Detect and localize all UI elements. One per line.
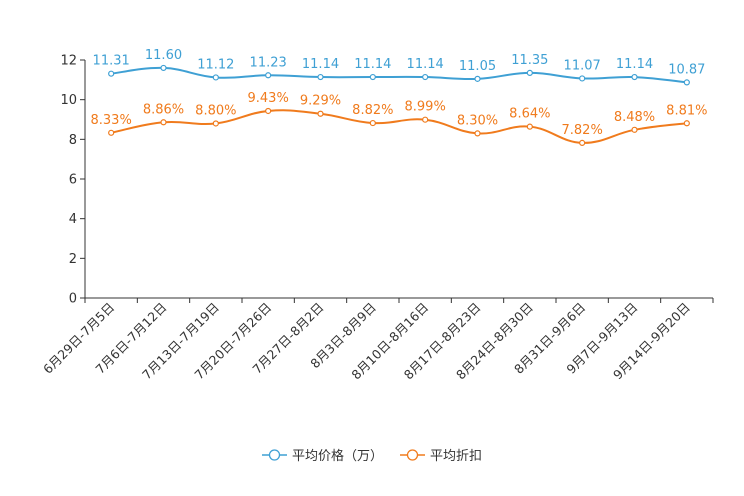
data-point[interactable] — [579, 139, 586, 147]
series-line — [111, 66, 687, 84]
data-point[interactable] — [160, 119, 167, 126]
data-point[interactable] — [526, 69, 533, 76]
data-label: 10.87 — [668, 62, 705, 77]
y-tick-label: 12 — [60, 54, 77, 69]
data-label: 11.05 — [459, 59, 496, 74]
data-label: 9.29% — [300, 94, 341, 109]
y-tick-label: 4 — [69, 212, 77, 227]
y-axis: 0 2 4 6 8 10 12 — [60, 54, 86, 307]
data-label: 11.14 — [407, 57, 444, 72]
data-label: 11.31 — [93, 54, 130, 69]
data-point[interactable] — [108, 70, 115, 77]
data-point[interactable] — [317, 110, 324, 117]
data-label: 8.80% — [195, 103, 236, 118]
y-tick-label: 8 — [69, 133, 77, 148]
data-point[interactable] — [683, 79, 690, 86]
series-line — [110, 109, 687, 144]
data-point[interactable] — [108, 129, 115, 136]
data-label: 11.23 — [250, 55, 287, 70]
data-label: 8.86% — [143, 102, 184, 117]
data-label: 8.99% — [405, 100, 446, 115]
data-point[interactable] — [265, 107, 272, 115]
data-point[interactable] — [631, 126, 638, 133]
data-label: 9.43% — [248, 91, 289, 106]
data-point[interactable] — [265, 72, 272, 79]
data-label: 8.48% — [614, 110, 655, 125]
data-label: 11.14 — [354, 57, 391, 72]
data-point[interactable] — [579, 75, 586, 82]
data-point[interactable] — [474, 75, 481, 82]
series-1: 11.31 11.60 11.12 11.23 11.14 11.14 11.14 11.05… — [93, 48, 705, 86]
legend-marker-icon — [268, 449, 281, 461]
series-2: 8.33% 8.86% 8.80% 9.43% 9.29% 8.82% 8.99% 8.30%… — [91, 91, 707, 147]
data-label: 11.35 — [511, 53, 548, 68]
data-point[interactable] — [317, 73, 324, 81]
legend-label: 平均价格（万） — [292, 448, 383, 464]
legend-item-2[interactable]: 平均折扣 — [400, 449, 482, 464]
legend-item-1[interactable]: 平均价格（万） — [262, 448, 383, 464]
data-label: 11.07 — [564, 58, 601, 73]
series-layer: 11.31 11.60 11.12 11.23 11.14 11.14 11.14 11.05… — [91, 48, 707, 147]
data-label: 11.14 — [616, 57, 653, 72]
legend[interactable]: 平均价格（万） 平均折扣 — [262, 448, 482, 464]
data-point[interactable] — [369, 73, 376, 81]
data-point[interactable] — [212, 74, 219, 81]
data-label: 11.12 — [197, 57, 234, 72]
data-label: 8.33% — [91, 113, 132, 128]
data-point[interactable] — [160, 64, 167, 72]
data-label: 11.60 — [145, 48, 182, 63]
y-tick-label: 2 — [69, 252, 77, 267]
data-point[interactable] — [422, 116, 429, 123]
y-tick-label: 10 — [60, 93, 77, 108]
data-label: 8.30% — [457, 113, 498, 128]
data-point[interactable] — [369, 119, 376, 127]
legend-marker-icon — [406, 449, 419, 461]
data-point[interactable] — [526, 123, 533, 130]
data-label: 7.82% — [562, 123, 603, 138]
data-label: 8.64% — [509, 107, 550, 122]
data-label: 8.82% — [352, 103, 393, 118]
legend-label: 平均折扣 — [430, 449, 482, 464]
data-point[interactable] — [422, 73, 429, 81]
x-axis: 6月29日-7月5日7月6日-7月12日7月13日-7月19日7月20日-7月2… — [40, 297, 714, 382]
data-point[interactable] — [683, 120, 690, 127]
data-point[interactable] — [631, 73, 638, 81]
data-point[interactable] — [212, 120, 219, 127]
y-tick-label: 6 — [69, 173, 77, 188]
data-label: 11.14 — [302, 57, 339, 72]
y-tick-label: 0 — [69, 292, 77, 307]
data-point[interactable] — [474, 130, 481, 137]
data-label: 8.81% — [666, 103, 707, 118]
